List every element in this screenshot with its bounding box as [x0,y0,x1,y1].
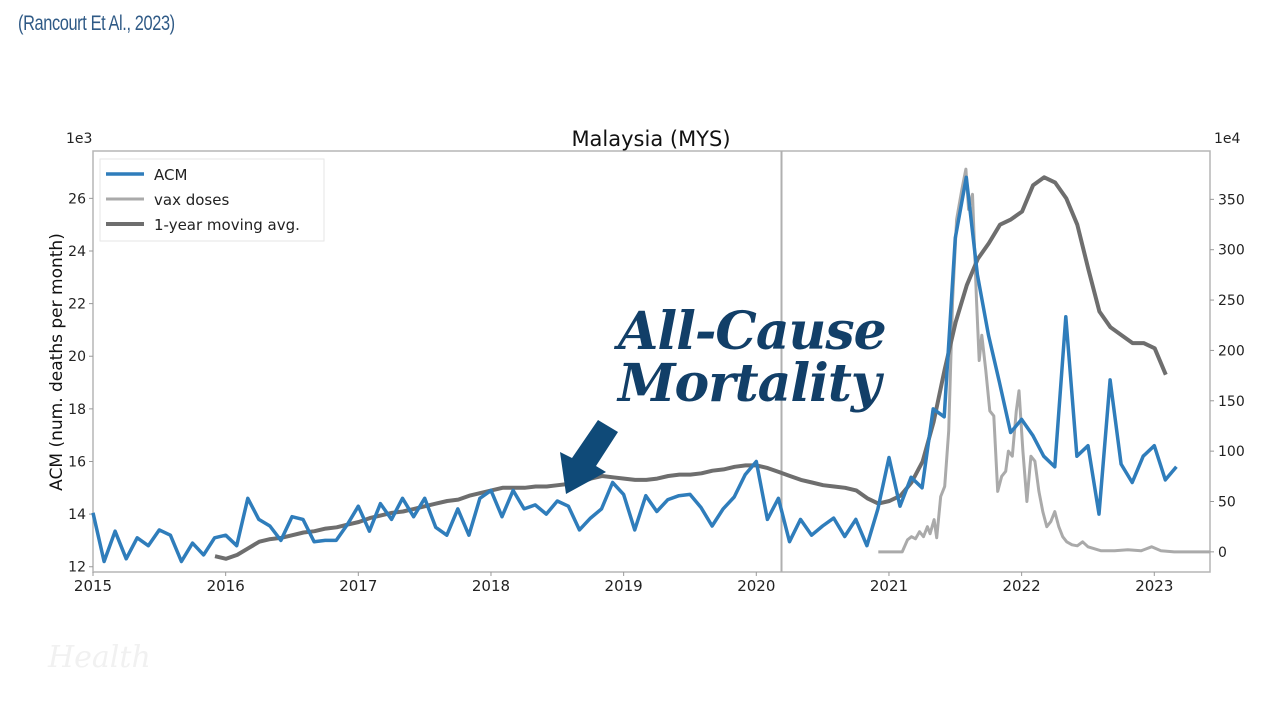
y-right-tick-label: 200 [1218,343,1245,359]
y-left-tick-label: 20 [68,349,86,365]
x-tick-label: 2021 [870,577,908,595]
x-tick-label: 2015 [74,577,112,595]
y-multiplier-left: 1e3 [66,131,92,147]
citation-text: (Rancourt Et Al., 2023) [18,12,175,35]
y-left-tick-label: 22 [68,297,86,313]
annotation-line-2: Mortality [618,353,881,414]
x-tick-label: 2017 [339,577,377,595]
arrow-icon [560,420,618,494]
y-left-tick-label: 16 [68,454,86,470]
y-right-tick-label: 50 [1218,494,1236,510]
y-right-tick-label: 150 [1218,394,1245,410]
y-axis-label: ACM (num. deaths per month) [47,233,67,491]
y-right-tick-label: 350 [1218,192,1245,208]
x-tick-label: 2020 [737,577,775,595]
plot-frame [92,150,1211,573]
legend-label-acm: ACM [154,166,187,184]
x-tick-label: 2022 [1003,577,1041,595]
y-right-tick-label: 300 [1218,243,1245,259]
legend-label-moving-avg: 1-year moving avg. [154,216,300,234]
y-left-tick-label: 18 [68,402,86,418]
x-tick-label: 2023 [1135,577,1173,595]
annotation-line-1: All-Cause [618,301,887,362]
series-line-vax-doses [878,167,1210,554]
watermark-logo: Health [48,640,151,675]
y-right-tick-label: 100 [1218,444,1245,460]
y-left-tick-label: 12 [68,560,86,576]
x-tick-label: 2019 [605,577,643,595]
x-tick-label: 2018 [472,577,510,595]
chart-title: Malaysia (MYS) [571,127,730,151]
series-line-acm [91,175,1178,564]
y-left-tick-label: 14 [68,507,86,523]
y-left-tick-label: 24 [68,244,86,260]
legend-label-vax: vax doses [154,191,229,209]
y-right-tick-label: 250 [1218,293,1245,309]
y-multiplier-right: 1e4 [1214,131,1241,147]
x-tick-label: 2016 [207,577,245,595]
y-left-tick-label: 26 [68,191,86,207]
legend: ACM vax doses 1-year moving avg. [99,158,325,242]
annotation-text: All-Cause Mortality [618,301,887,414]
y-right-tick-label: 0 [1218,545,1227,561]
